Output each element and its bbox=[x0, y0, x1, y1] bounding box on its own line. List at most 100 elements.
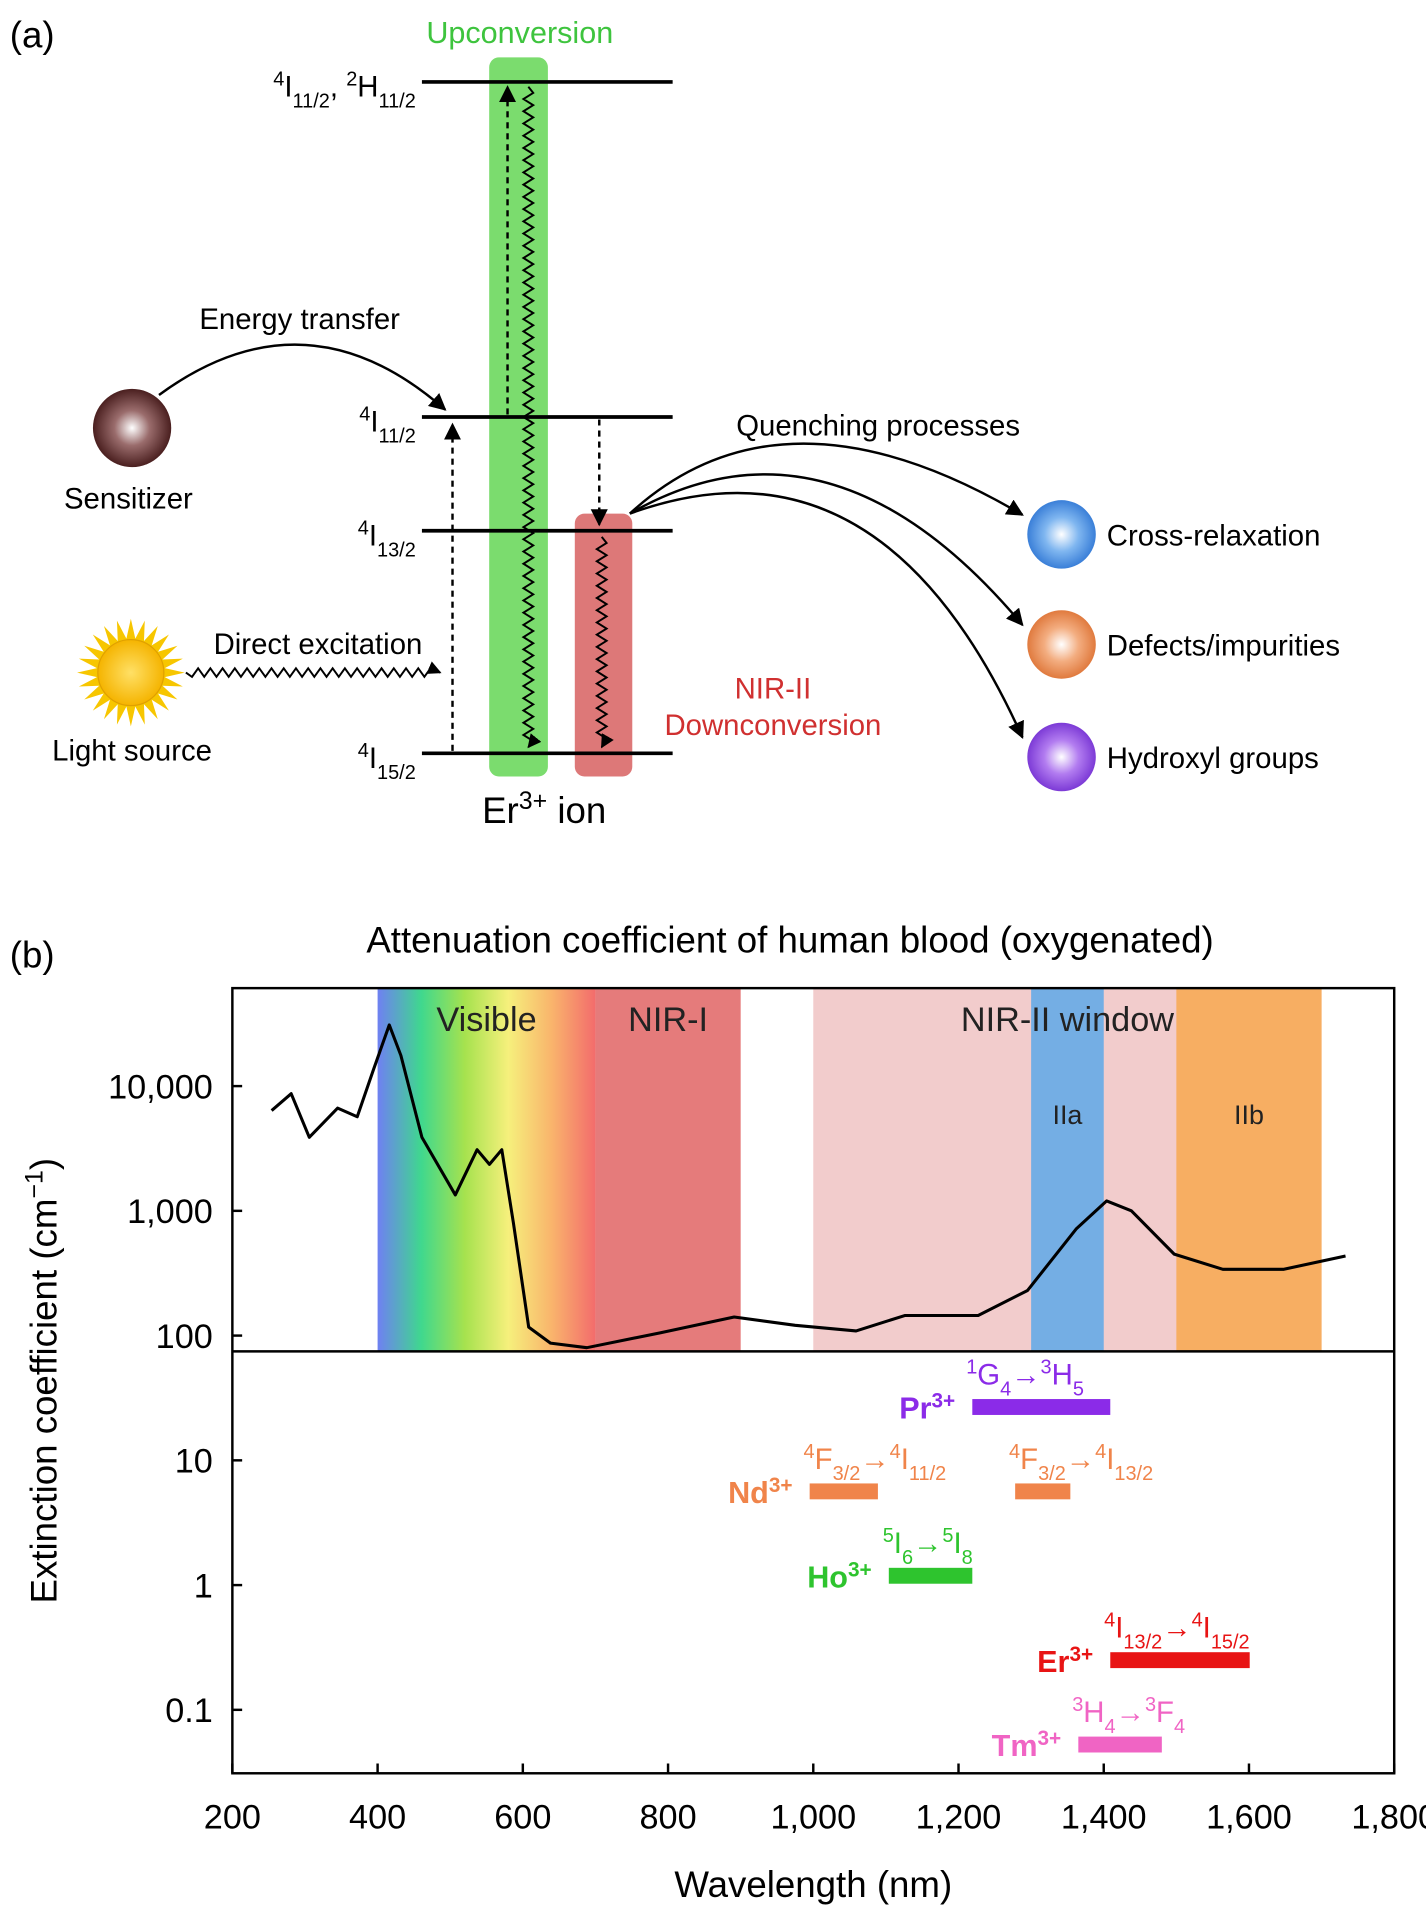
ion-label-part: Nd bbox=[728, 1476, 769, 1510]
x-tick-label: 200 bbox=[204, 1798, 261, 1836]
transition-label-part: H bbox=[1083, 1696, 1104, 1729]
downconversion-label: Downconversion bbox=[664, 709, 881, 742]
transition-label-part: 3 bbox=[1041, 1356, 1052, 1378]
level-label-part: I bbox=[284, 71, 292, 104]
transition-label-part: I bbox=[1115, 1612, 1123, 1645]
level-label-part: 11/2 bbox=[378, 91, 415, 113]
transition-label-part: 4 bbox=[1104, 1610, 1115, 1632]
transition-label-part: F bbox=[1020, 1443, 1038, 1476]
y-tick-label: 100 bbox=[156, 1318, 213, 1356]
ion-label: Er3+ bbox=[1037, 1642, 1093, 1679]
transition-label: 3H4→3F4 bbox=[1072, 1694, 1185, 1738]
band-label: NIR-II window bbox=[961, 1001, 1174, 1039]
level-label-part: 4 bbox=[358, 517, 369, 539]
transition-label-part: 5 bbox=[1073, 1378, 1084, 1400]
level-label-part: 13/2 bbox=[377, 539, 416, 561]
level-label-part: I bbox=[369, 519, 377, 552]
emission-bar bbox=[1015, 1483, 1071, 1500]
quenching-target: Defects/impurities bbox=[1107, 629, 1340, 662]
transition-label-part: 4 bbox=[1105, 1716, 1116, 1738]
quenching-label: Quenching processes bbox=[736, 409, 1020, 442]
x-tick-label: 1,200 bbox=[916, 1798, 1002, 1836]
level-label-part: H bbox=[357, 71, 378, 104]
transition-label-part: 15/2 bbox=[1211, 1632, 1250, 1654]
ion-label-part: ion bbox=[547, 790, 606, 831]
sun bbox=[97, 638, 165, 707]
level-label-part: 11/2 bbox=[378, 426, 415, 448]
ion-label-part: Er bbox=[482, 790, 519, 831]
quencher bbox=[1027, 610, 1096, 679]
ion-label-part: Ho bbox=[807, 1560, 848, 1594]
y-axis-title-part: ) bbox=[23, 1158, 64, 1170]
level-label-part: I bbox=[369, 742, 377, 775]
x-tick-label: 1,800 bbox=[1351, 1798, 1426, 1836]
level-label: 4I11/2, 2H11/2 bbox=[273, 69, 416, 113]
attenuation-curve bbox=[270, 1023, 1346, 1350]
ion-label-part: 3+ bbox=[1069, 1642, 1093, 1665]
transition-label: 4I13/2→4I15/2 bbox=[1104, 1610, 1249, 1654]
x-tick-label: 400 bbox=[349, 1798, 406, 1836]
emission-bar bbox=[809, 1483, 878, 1500]
transition-label-part: 3/2 bbox=[833, 1463, 861, 1485]
transition-label: 4F3/2→4I11/2 bbox=[804, 1441, 947, 1485]
y-tick-label: 0.1 bbox=[165, 1692, 213, 1730]
transition-label-part: G bbox=[977, 1358, 1000, 1391]
ion-label: Ho3+ bbox=[807, 1558, 871, 1594]
y-axis-title-part: −1 bbox=[20, 1170, 48, 1198]
transition-label-part: → bbox=[913, 1527, 942, 1560]
light-source-label: Light source bbox=[52, 735, 212, 768]
ion-label-part: 3+ bbox=[931, 1389, 955, 1412]
transition-label-part: 4 bbox=[1000, 1378, 1011, 1400]
ion-label-part: 3+ bbox=[769, 1474, 793, 1497]
panel-label: (b) bbox=[10, 934, 55, 975]
transition-label-part: I bbox=[1106, 1443, 1114, 1476]
x-tick-label: 1,400 bbox=[1061, 1798, 1147, 1836]
upconversion-label: Upconversion bbox=[426, 16, 613, 50]
transition-label-part: 6 bbox=[902, 1547, 913, 1569]
quenching-arrow bbox=[629, 491, 1024, 739]
ion-label-part: Er bbox=[1037, 1645, 1069, 1679]
transition-label-part: 4 bbox=[1192, 1610, 1203, 1632]
y-tick-label: 1 bbox=[194, 1567, 213, 1605]
transition-label-part: I bbox=[894, 1527, 902, 1560]
direct-excitation-label: Direct excitation bbox=[214, 628, 423, 661]
level-label-part: 4 bbox=[359, 404, 370, 426]
transition-label-part: F bbox=[1156, 1696, 1174, 1729]
level-label-part: 4 bbox=[273, 69, 284, 91]
ion-label: Tm3+ bbox=[992, 1727, 1062, 1764]
panel-label: (a) bbox=[10, 15, 55, 56]
emission-bar bbox=[972, 1399, 1111, 1415]
x-tick-label: 800 bbox=[639, 1798, 696, 1836]
x-tick-label: 600 bbox=[494, 1798, 551, 1836]
x-axis-title: Wavelength (nm) bbox=[674, 1864, 952, 1905]
transition-label-part: 4 bbox=[1009, 1441, 1020, 1463]
quenching-target: Cross-relaxation bbox=[1107, 519, 1321, 552]
transition-label-part: 5 bbox=[883, 1525, 894, 1547]
transition-label-part: 13/2 bbox=[1114, 1463, 1153, 1485]
level-label-part: I bbox=[370, 406, 378, 439]
x-tick-label: 1,000 bbox=[770, 1798, 856, 1836]
quencher bbox=[1027, 500, 1096, 569]
sub-band-label: IIa bbox=[1052, 1100, 1082, 1130]
transition-label-part: I bbox=[901, 1443, 909, 1476]
y-tick-label: 10,000 bbox=[108, 1068, 213, 1106]
transition-label-part: I bbox=[1203, 1612, 1211, 1645]
y-axis-title: Extinction coefficient (cm−1) bbox=[20, 1158, 64, 1604]
emission-wave bbox=[521, 86, 542, 749]
emission-bar bbox=[888, 1567, 973, 1584]
transition-label-part: → bbox=[1162, 1612, 1191, 1645]
transition-label-part: 5 bbox=[942, 1525, 953, 1547]
emission-bar bbox=[1078, 1736, 1162, 1753]
ion-label-part: 3+ bbox=[1038, 1727, 1062, 1750]
level-label: 4I13/2 bbox=[358, 517, 416, 561]
downconversion-box bbox=[574, 513, 633, 777]
direct-excitation-wave bbox=[185, 661, 442, 679]
ion-label-part: Pr bbox=[899, 1392, 931, 1426]
transition-label-part: H bbox=[1052, 1358, 1073, 1391]
transition-label-part: 13/2 bbox=[1123, 1632, 1162, 1654]
energy-transfer-arrow bbox=[158, 343, 447, 411]
x-tick-label: 1,600 bbox=[1206, 1798, 1292, 1836]
band bbox=[1031, 988, 1104, 1352]
